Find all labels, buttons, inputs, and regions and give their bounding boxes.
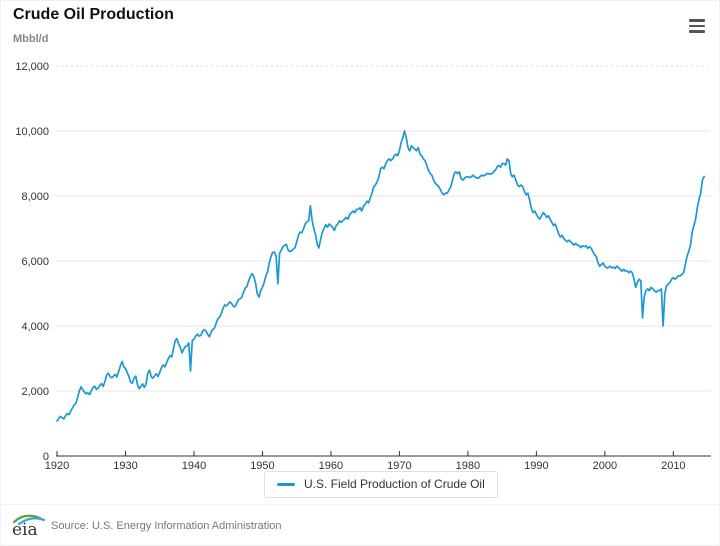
y-axis-tick-label: 12,000 [15, 61, 49, 73]
chart-title: Crude Oil Production [13, 6, 174, 23]
source-text: Source: U.S. Energy Information Administ… [51, 520, 282, 532]
eia-logo-text: eia [12, 520, 38, 539]
x-axis-tick-label: 1930 [113, 460, 137, 472]
footer: eia Source: U.S. Energy Information Admi… [1, 504, 719, 545]
y-axis-tick-label: 6,000 [21, 256, 49, 268]
hamburger-icon [689, 24, 705, 28]
y-axis-tick-label: 8,000 [21, 191, 49, 203]
eia-logo-blue-swoosh [17, 517, 46, 526]
y-axis-tick-label: 2,000 [21, 386, 49, 398]
y-axis-tick-label: 4,000 [21, 321, 49, 333]
legend-item[interactable]: U.S. Field Production of Crude Oil [264, 471, 498, 498]
x-axis-tick-label: 1940 [182, 460, 206, 472]
series-line-us-crude-oil [56, 130, 706, 422]
eia-logo-green-swoosh [12, 514, 42, 524]
legend-label: U.S. Field Production of Crude Oil [304, 477, 485, 491]
y-axis-tick-label: 10,000 [15, 126, 49, 138]
x-axis-tick-label: 2010 [661, 460, 685, 472]
eia-logo-icon: eia [12, 514, 46, 540]
x-axis-tick-label: 1990 [524, 460, 548, 472]
hamburger-icon [689, 30, 705, 33]
hamburger-icon [689, 19, 705, 22]
eia-logo[interactable]: eia [9, 509, 49, 544]
export-menu-button[interactable] [686, 16, 710, 36]
line-chart-plot-area: 0 2,000 4,000 6,000 8,000 10,000 12,000 1920 193… [15, 61, 711, 472]
y-axis-tick-label: 0 [43, 451, 49, 463]
x-axis-tick-label: 1950 [250, 460, 274, 472]
legend-line-icon [277, 482, 295, 486]
x-axis-tick-label: 2000 [593, 460, 617, 472]
x-axis-tick-label: 1970 [387, 460, 411, 472]
x-axis-tick-label: 1980 [456, 460, 480, 472]
x-axis-tick-label: 1960 [319, 460, 343, 472]
y-axis-unit-label: Mbbl/d [13, 33, 49, 45]
x-axis-tick-label: 1920 [45, 460, 69, 472]
